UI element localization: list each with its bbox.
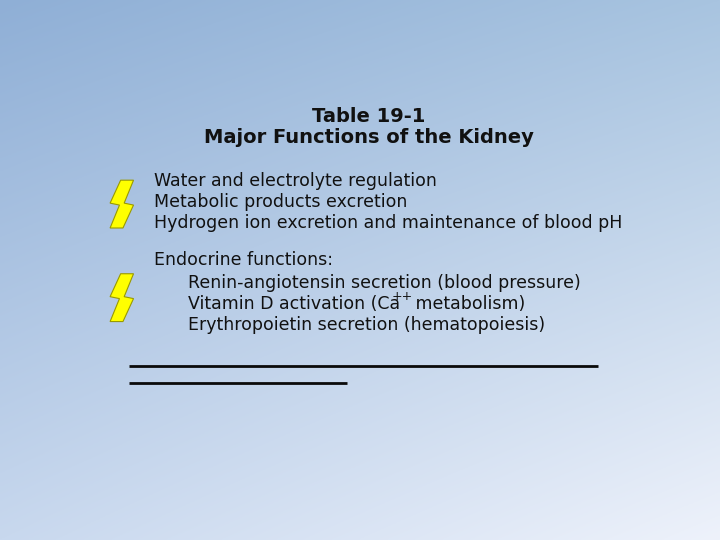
Polygon shape [110, 274, 133, 321]
Text: Table 19-1: Table 19-1 [312, 107, 426, 126]
Text: Endocrine functions:: Endocrine functions: [154, 251, 333, 269]
Text: metabolism): metabolism) [410, 295, 525, 313]
Text: Hydrogen ion excretion and maintenance of blood pH: Hydrogen ion excretion and maintenance o… [154, 214, 623, 232]
Text: ++: ++ [392, 290, 413, 303]
Text: Water and electrolyte regulation: Water and electrolyte regulation [154, 172, 437, 190]
Text: Erythropoietin secretion (hematopoiesis): Erythropoietin secretion (hematopoiesis) [188, 316, 545, 334]
Text: Major Functions of the Kidney: Major Functions of the Kidney [204, 128, 534, 147]
Polygon shape [110, 180, 133, 228]
Text: Vitamin D activation (Ca: Vitamin D activation (Ca [188, 295, 400, 313]
Text: Metabolic products excretion: Metabolic products excretion [154, 193, 408, 211]
Text: Renin-angiotensin secretion (blood pressure): Renin-angiotensin secretion (blood press… [188, 274, 580, 292]
